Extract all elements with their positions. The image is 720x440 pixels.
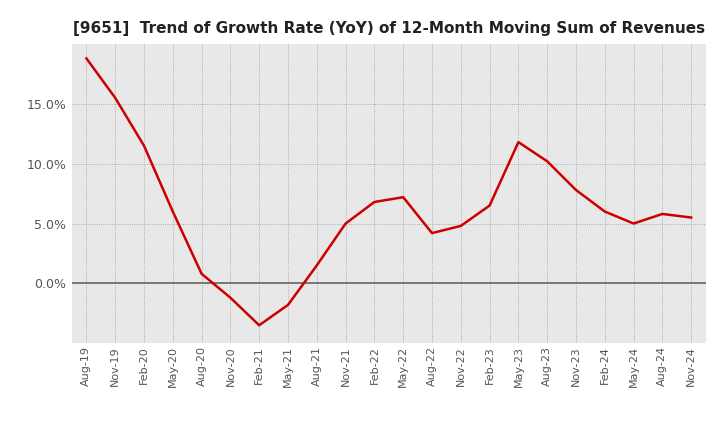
Title: [9651]  Trend of Growth Rate (YoY) of 12-Month Moving Sum of Revenues: [9651] Trend of Growth Rate (YoY) of 12-… — [73, 21, 705, 36]
